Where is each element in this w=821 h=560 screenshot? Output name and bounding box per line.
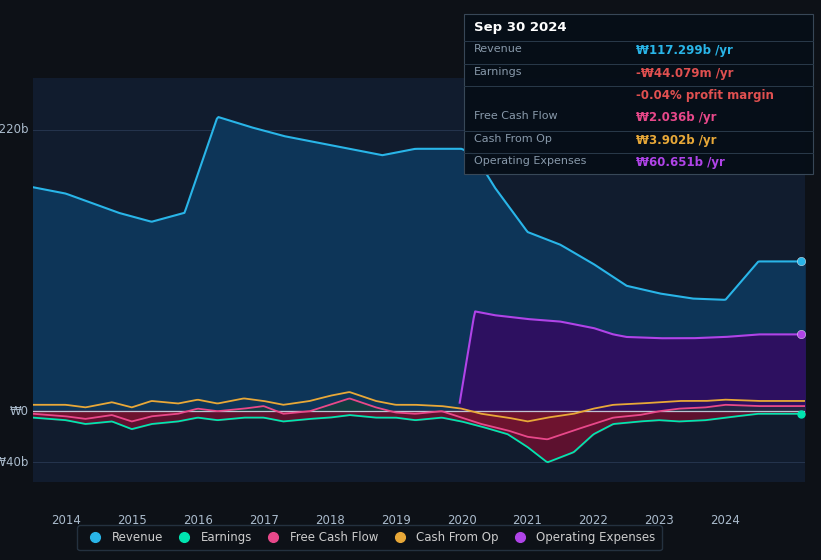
Text: Sep 30 2024: Sep 30 2024: [474, 21, 566, 34]
Text: 2017: 2017: [249, 514, 278, 527]
Text: 2024: 2024: [710, 514, 741, 527]
Text: 2018: 2018: [314, 514, 345, 527]
Text: ₩220b: ₩220b: [0, 123, 29, 136]
Text: Free Cash Flow: Free Cash Flow: [474, 111, 557, 122]
Text: 2016: 2016: [183, 514, 213, 527]
Text: Operating Expenses: Operating Expenses: [474, 156, 586, 166]
Text: -₩40b: -₩40b: [0, 456, 29, 469]
Text: Earnings: Earnings: [474, 67, 522, 77]
Text: ₩0: ₩0: [10, 405, 29, 418]
Text: -₩44.079m /yr: -₩44.079m /yr: [636, 67, 734, 80]
Text: 2014: 2014: [51, 514, 80, 527]
Text: ₩117.299b /yr: ₩117.299b /yr: [636, 44, 733, 57]
Text: 2022: 2022: [579, 514, 608, 527]
Text: -0.04% profit margin: -0.04% profit margin: [636, 89, 774, 102]
Text: 2015: 2015: [117, 514, 147, 527]
Text: Cash From Op: Cash From Op: [474, 134, 552, 144]
Text: 2021: 2021: [512, 514, 543, 527]
Text: ₩60.651b /yr: ₩60.651b /yr: [636, 156, 725, 169]
Text: 2023: 2023: [644, 514, 674, 527]
Text: ₩2.036b /yr: ₩2.036b /yr: [636, 111, 717, 124]
Text: ₩3.902b /yr: ₩3.902b /yr: [636, 134, 717, 147]
Legend: Revenue, Earnings, Free Cash Flow, Cash From Op, Operating Expenses: Revenue, Earnings, Free Cash Flow, Cash …: [77, 525, 662, 550]
Text: 2019: 2019: [381, 514, 410, 527]
Text: Revenue: Revenue: [474, 44, 522, 54]
Text: 2020: 2020: [447, 514, 476, 527]
